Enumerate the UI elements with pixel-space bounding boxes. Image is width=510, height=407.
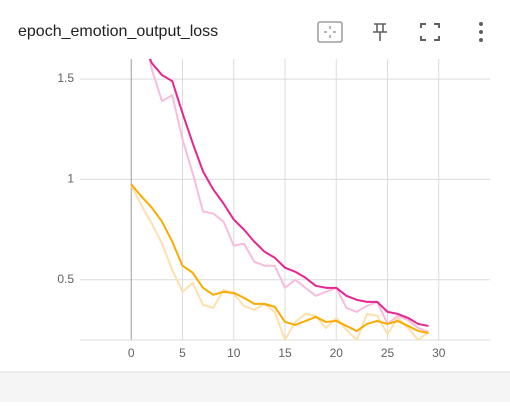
pin-button[interactable] (373, 23, 387, 41)
y-tick-label: 1.5 (57, 71, 74, 85)
x-tick-label: 10 (227, 346, 241, 360)
x-tick-label: 5 (179, 346, 186, 360)
series-line (148, 59, 429, 333)
series-line (130, 183, 429, 334)
chart-title: epoch_emotion_output_loss (18, 23, 218, 40)
fit-domain-button[interactable] (317, 21, 343, 43)
fullscreen-button[interactable] (420, 23, 440, 41)
series-line (148, 59, 429, 327)
card-bg (0, 0, 510, 372)
plot-area (130, 59, 430, 340)
series-line (130, 184, 430, 340)
y-tick-label: 1 (67, 172, 74, 186)
y-tick-label: 0.5 (57, 272, 74, 286)
x-tick-label: 30 (432, 346, 446, 360)
x-tick-label: 15 (278, 346, 292, 360)
x-tick-label: 20 (330, 346, 344, 360)
x-tick-label: 0 (128, 346, 135, 360)
footer-bg (0, 372, 510, 402)
toolbar (317, 21, 483, 43)
x-tick-label: 25 (381, 346, 395, 360)
more-button[interactable] (479, 22, 483, 42)
